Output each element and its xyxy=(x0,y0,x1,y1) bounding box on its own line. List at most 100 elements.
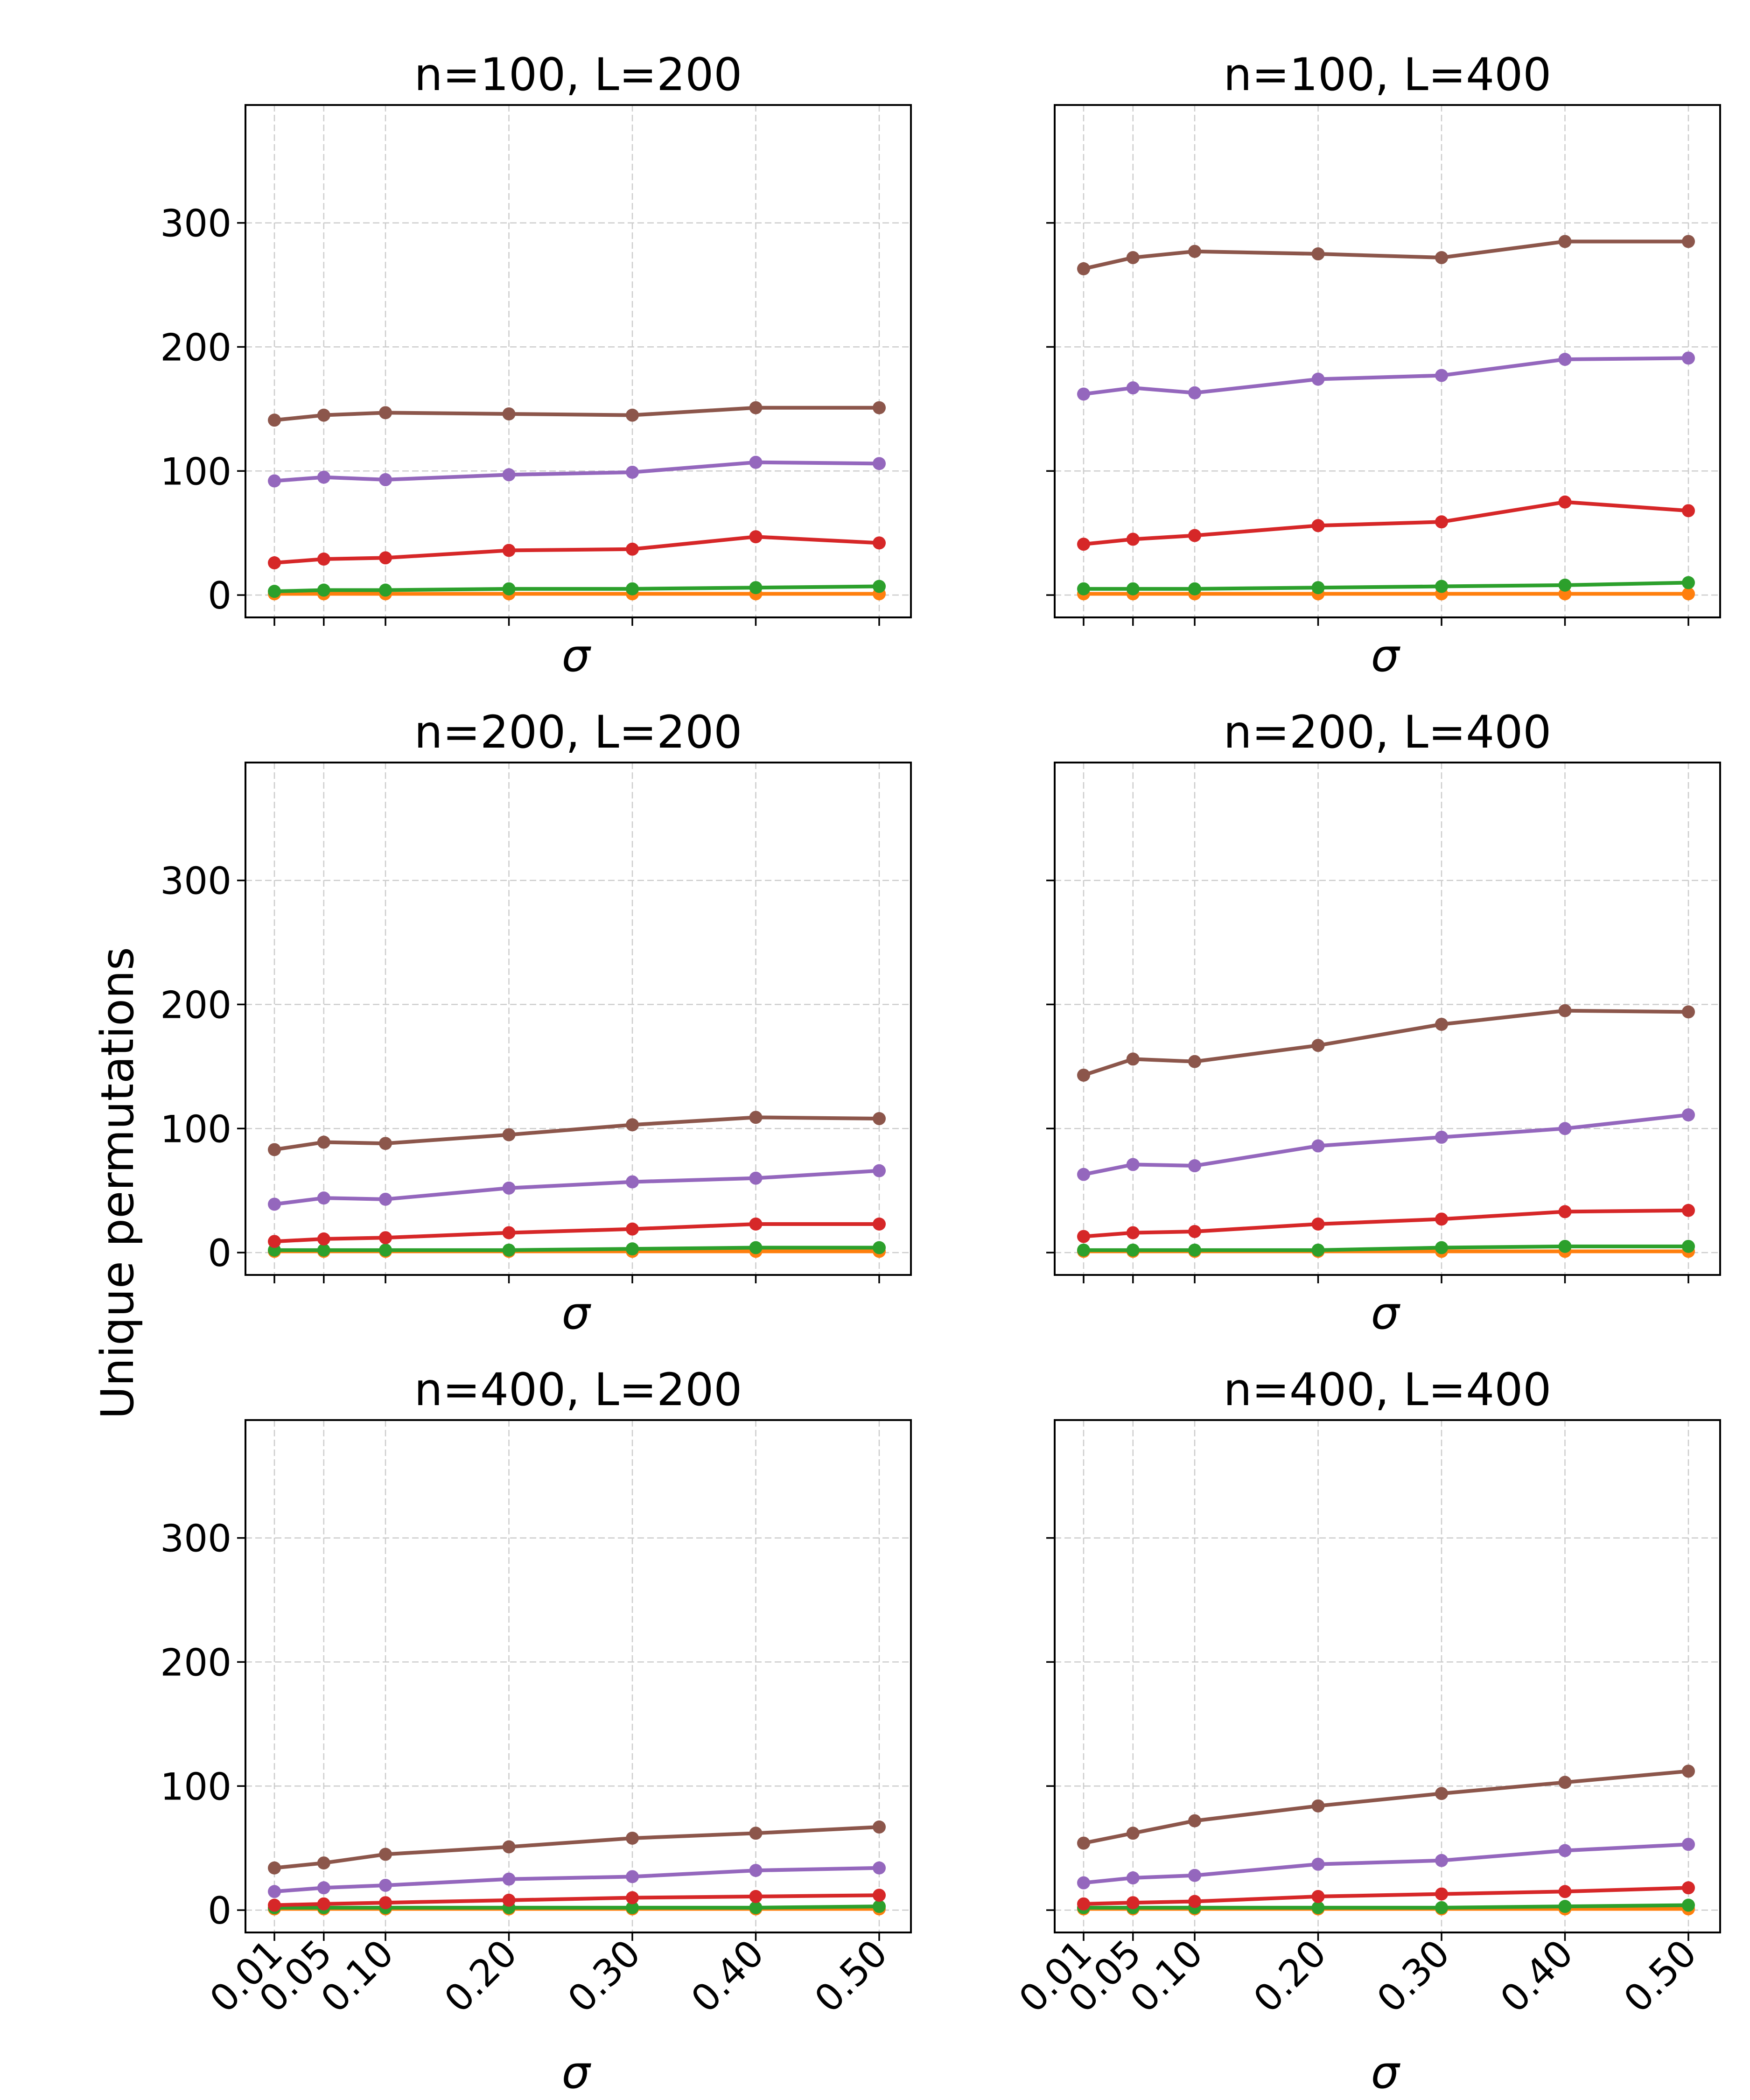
data-point-green xyxy=(502,582,516,595)
data-point-red xyxy=(1188,1225,1202,1238)
data-point-red xyxy=(502,1226,516,1239)
data-point-brown xyxy=(1682,1764,1695,1778)
subplot: 0 100 200 300 n=200, L=200 σ xyxy=(160,706,912,1339)
data-point-red xyxy=(268,1898,281,1912)
data-point-green xyxy=(1126,582,1140,595)
data-point-brown xyxy=(1077,1068,1090,1082)
data-point-green xyxy=(268,585,281,598)
data-point-brown xyxy=(626,1831,639,1845)
data-point-brown xyxy=(1435,251,1449,265)
data-point-purple xyxy=(873,1861,886,1875)
data-point-purple xyxy=(379,473,392,486)
data-point-brown xyxy=(379,1137,392,1150)
data-point-brown xyxy=(1077,1836,1090,1850)
data-point-red xyxy=(1558,1205,1572,1218)
data-point-green xyxy=(873,1900,886,1913)
data-point-purple xyxy=(1435,1130,1449,1144)
data-point-brown xyxy=(749,1827,763,1840)
data-point-purple xyxy=(1188,1869,1202,1882)
subplot-title: n=200, L=400 xyxy=(1224,706,1552,758)
data-point-green xyxy=(1188,1243,1202,1257)
data-point-red xyxy=(502,544,516,557)
data-point-green xyxy=(1435,1241,1449,1254)
data-point-brown xyxy=(268,413,281,427)
subplot: n=100, L=400 σ xyxy=(1046,49,1721,682)
data-point-brown xyxy=(626,408,639,422)
data-point-red xyxy=(626,1222,639,1236)
x-axis-label: σ xyxy=(1371,630,1401,682)
data-point-brown xyxy=(1188,1055,1202,1068)
data-point-brown xyxy=(1435,1017,1449,1031)
data-point-green xyxy=(626,1901,639,1914)
data-point-red xyxy=(1435,515,1449,529)
y-tick-label: 100 xyxy=(160,450,231,493)
data-point-brown xyxy=(1558,1776,1572,1789)
data-point-red xyxy=(749,530,763,544)
data-point-purple xyxy=(1558,1844,1572,1857)
data-point-red xyxy=(268,556,281,570)
axes-frame xyxy=(245,762,912,1276)
data-point-red xyxy=(626,542,639,556)
data-point-purple xyxy=(1558,353,1572,366)
x-axis-label: σ xyxy=(562,1287,592,1339)
data-point-brown xyxy=(1311,1799,1325,1813)
y-axis-label: Unique permutations xyxy=(91,947,144,1419)
data-point-red xyxy=(1126,1226,1140,1239)
data-point-red xyxy=(1126,1896,1140,1910)
data-point-red xyxy=(1682,504,1695,518)
data-point-red xyxy=(1311,519,1325,532)
data-point-green xyxy=(1311,581,1325,595)
data-point-purple xyxy=(1077,387,1090,401)
data-point-green xyxy=(749,581,763,595)
data-point-red xyxy=(1188,529,1202,542)
data-point-green xyxy=(1558,578,1572,592)
data-point-purple xyxy=(1077,1168,1090,1181)
data-point-green xyxy=(1682,1239,1695,1253)
data-point-brown xyxy=(1682,1005,1695,1019)
data-point-brown xyxy=(317,408,330,422)
data-point-red xyxy=(1188,1895,1202,1908)
data-point-red xyxy=(749,1890,763,1903)
y-tick-label: 100 xyxy=(160,1107,231,1151)
subplot: 0 100 200 300 n=100, L=200 σ xyxy=(160,49,912,682)
data-point-purple xyxy=(268,474,281,488)
data-point-purple xyxy=(317,1191,330,1205)
data-point-red xyxy=(873,536,886,550)
data-point-red xyxy=(1435,1887,1449,1901)
data-point-brown xyxy=(1126,1827,1140,1840)
data-point-red xyxy=(1558,1885,1572,1898)
x-axis-label: σ xyxy=(1371,2046,1401,2099)
data-point-brown xyxy=(1558,1004,1572,1017)
data-point-brown xyxy=(379,1848,392,1861)
data-point-red xyxy=(873,1889,886,1902)
data-point-green xyxy=(1435,580,1449,593)
data-point-purple xyxy=(749,1864,763,1877)
y-tick-label: 0 xyxy=(208,574,231,617)
axes-frame xyxy=(245,1419,912,1933)
data-point-purple xyxy=(1188,1159,1202,1173)
data-point-green xyxy=(379,583,392,597)
data-point-brown xyxy=(1126,1052,1140,1066)
data-point-brown xyxy=(1311,247,1325,261)
data-point-green xyxy=(1682,1898,1695,1912)
data-point-brown xyxy=(1311,1039,1325,1052)
data-point-red xyxy=(1077,1230,1090,1243)
data-point-brown xyxy=(379,406,392,420)
data-point-purple xyxy=(626,465,639,479)
data-point-green xyxy=(1077,582,1090,595)
data-point-brown xyxy=(1126,251,1140,265)
data-point-green xyxy=(626,1242,639,1256)
data-point-green xyxy=(1558,1239,1572,1253)
data-point-brown xyxy=(317,1135,330,1149)
data-point-brown xyxy=(502,407,516,420)
data-point-green xyxy=(1435,1901,1449,1914)
data-point-brown xyxy=(873,1112,886,1126)
data-point-brown xyxy=(873,401,886,414)
data-point-brown xyxy=(1558,235,1572,248)
subplot: n=200, L=400 σ xyxy=(1046,706,1721,1339)
series-line-green xyxy=(273,1904,881,1910)
data-point-green xyxy=(873,580,886,593)
data-point-red xyxy=(626,1891,639,1904)
data-point-purple xyxy=(379,1878,392,1892)
